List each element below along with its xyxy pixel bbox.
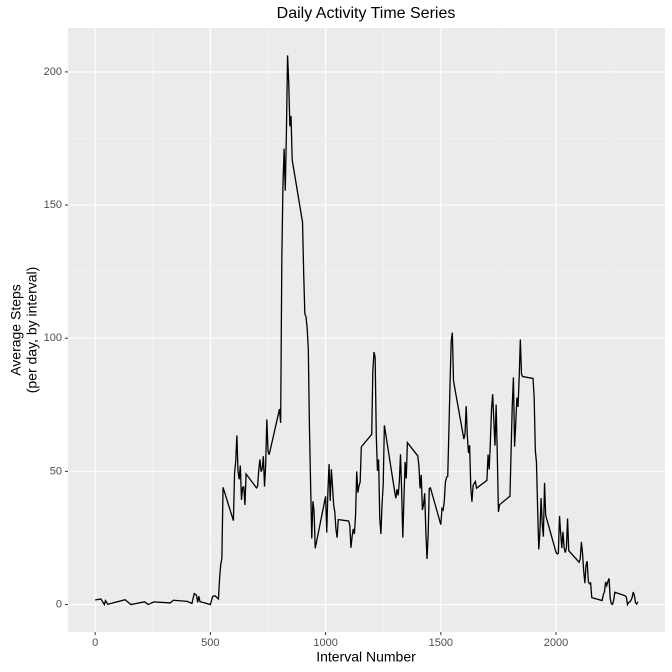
x-axis-title: Interval Number (316, 649, 416, 665)
y-tick-label: 0 (56, 598, 62, 610)
y-tick-label: 50 (50, 465, 62, 477)
y-tick-label: 100 (44, 332, 62, 344)
x-tick-label: 500 (201, 637, 219, 649)
data-line (95, 55, 639, 607)
y-tick-label: 150 (44, 199, 62, 211)
x-tick-label: 1000 (313, 637, 337, 649)
x-tick-label: 0 (92, 637, 98, 649)
chart-title: Daily Activity Time Series (277, 5, 456, 22)
y-axis-title: (per day, by interval) (24, 267, 40, 394)
x-tick-label: 2000 (544, 637, 568, 649)
y-axis-title: Average Steps (8, 284, 24, 376)
x-tick-label: 1500 (429, 637, 453, 649)
panel (68, 28, 665, 632)
y-tick-label: 200 (44, 66, 62, 78)
